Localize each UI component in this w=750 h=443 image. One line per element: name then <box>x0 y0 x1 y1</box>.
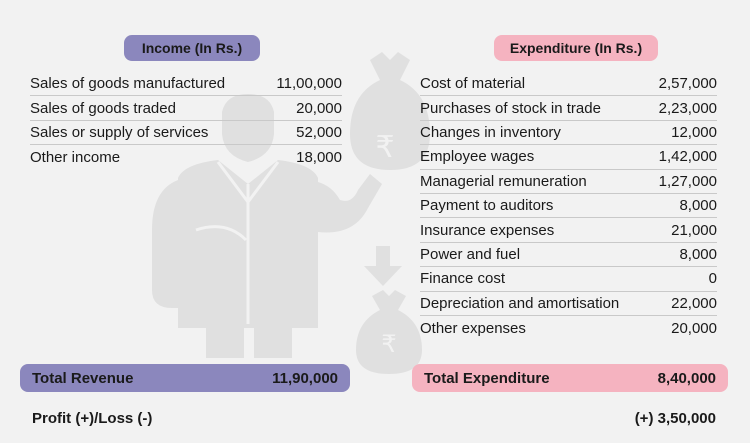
income-table: Sales of goods manufactured 11,00,000 Sal… <box>30 72 342 170</box>
row-value: 2,23,000 <box>658 99 717 117</box>
row-value: 12,000 <box>671 123 717 141</box>
table-row: Depreciation and amortisation 22,000 <box>420 292 717 316</box>
row-value: 18,000 <box>296 148 342 166</box>
row-label: Other income <box>30 148 121 166</box>
money-bag-icon: ₹ <box>350 52 430 170</box>
row-value: 20,000 <box>296 99 342 117</box>
row-value: 52,000 <box>296 123 342 141</box>
row-label: Managerial remuneration <box>420 172 587 190</box>
profit-loss-value: (+) 3,50,000 <box>634 410 716 427</box>
table-row: Purchases of stock in trade 2,23,000 <box>420 96 717 121</box>
row-value: 2,57,000 <box>658 75 717 93</box>
table-row: Other expenses 20,000 <box>420 316 717 340</box>
total-expenditure-value: 8,40,000 <box>657 369 716 387</box>
row-value: 11,00,000 <box>276 75 342 93</box>
row-label: Other expenses <box>420 319 526 337</box>
table-row: Insurance expenses 21,000 <box>420 218 717 243</box>
row-value: 21,000 <box>671 221 717 239</box>
table-row: Cost of material 2,57,000 <box>420 72 717 97</box>
total-expenditure-label: Total Expenditure <box>424 369 550 387</box>
table-row: Managerial remuneration 1,27,000 <box>420 170 717 194</box>
money-bag-icon: ₹ <box>356 290 422 374</box>
row-label: Purchases of stock in trade <box>420 99 601 117</box>
row-value: 8,000 <box>679 245 717 263</box>
row-label: Employee wages <box>420 148 535 166</box>
row-value: 20,000 <box>671 319 717 337</box>
row-label: Finance cost <box>420 270 506 288</box>
table-row: Payment to auditors 8,000 <box>420 194 717 219</box>
row-label: Sales or supply of services <box>30 123 209 141</box>
svg-text:₹: ₹ <box>381 330 396 358</box>
total-expenditure-bar: Total Expenditure 8,40,000 <box>412 364 728 392</box>
table-row: Power and fuel 8,000 <box>420 243 717 268</box>
svg-text:₹: ₹ <box>375 130 394 165</box>
table-row: Sales of goods traded 20,000 <box>30 96 342 121</box>
row-value: 8,000 <box>679 197 717 215</box>
table-row: Changes in inventory 12,000 <box>420 121 717 146</box>
table-row: Employee wages 1,42,000 <box>420 145 717 170</box>
row-label: Sales of goods manufactured <box>30 75 226 93</box>
row-label: Depreciation and amortisation <box>420 294 620 312</box>
profit-loss-label: Profit (+)/Loss (-) <box>32 410 153 427</box>
table-row: Sales of goods manufactured 11,00,000 <box>30 72 342 97</box>
table-row: Other income 18,000 <box>30 145 342 169</box>
expenditure-table: Cost of material 2,57,000 Purchases of st… <box>420 72 717 340</box>
arrow-down-icon <box>364 246 402 286</box>
total-revenue-bar: Total Revenue 11,90,000 <box>20 364 350 392</box>
table-row: Finance cost 0 <box>420 267 717 292</box>
row-label: Sales of goods traded <box>30 99 176 117</box>
income-header: Income (In Rs.) <box>124 35 260 61</box>
row-label: Changes in inventory <box>420 123 561 141</box>
row-value: 1,27,000 <box>658 172 717 190</box>
row-value: 22,000 <box>671 294 717 312</box>
total-revenue-value: 11,90,000 <box>272 369 338 387</box>
row-value: 0 <box>708 270 717 288</box>
table-row: Sales or supply of services 52,000 <box>30 121 342 146</box>
row-label: Payment to auditors <box>420 197 554 215</box>
total-revenue-label: Total Revenue <box>32 369 134 387</box>
row-label: Insurance expenses <box>420 221 555 239</box>
expenditure-header: Expenditure (In Rs.) <box>494 35 658 61</box>
row-value: 1,42,000 <box>658 148 717 166</box>
row-label: Cost of material <box>420 75 526 93</box>
row-label: Power and fuel <box>420 245 521 263</box>
